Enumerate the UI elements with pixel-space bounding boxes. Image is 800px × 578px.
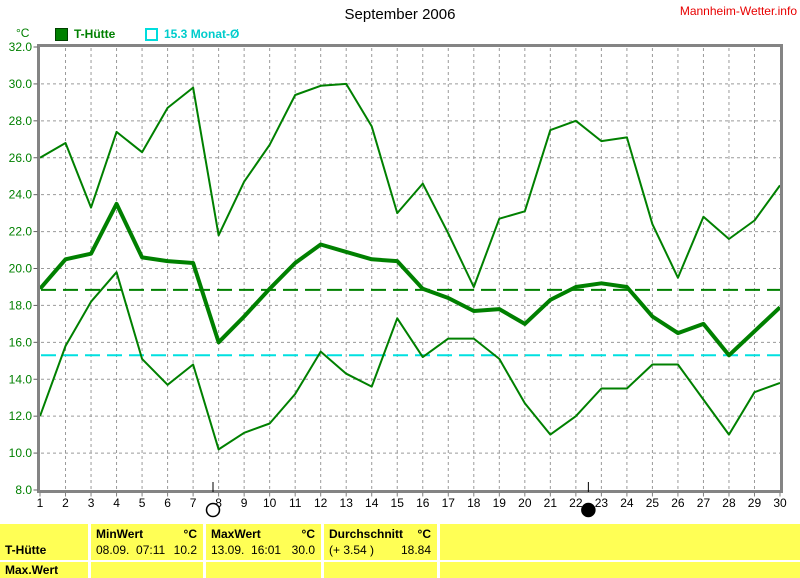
durchschnitt-unit: °C	[417, 527, 431, 541]
x-axis-label: 20	[518, 496, 532, 510]
x-axis-label: 5	[139, 496, 146, 510]
summary-table: T-Hütte MinWert °C 08.09. 07:11 10.2 Max…	[0, 524, 800, 560]
legend-swatch-outline-icon	[145, 27, 158, 41]
daily-min-line	[39, 271, 781, 451]
x-axis-label: 25	[646, 496, 660, 510]
maxwert-header: MaxWert	[211, 527, 261, 541]
x-axis-label: 2	[62, 496, 69, 510]
sensor-name: T-Hütte	[5, 543, 47, 557]
daily-mean-line	[38, 201, 782, 358]
y-axis-label: 12.0	[9, 409, 33, 423]
y-axis-label: 26.0	[9, 151, 33, 165]
legend-label: 15.3 Monat-Ø	[164, 27, 240, 41]
minwert-header: MinWert	[96, 527, 144, 541]
minwert-value: 10.2	[173, 543, 197, 557]
x-axis-label: 13	[340, 496, 354, 510]
x-axis-label: 26	[671, 496, 685, 510]
plot-border	[37, 44, 783, 493]
summary-col-maxwert: MaxWert °C 13.09. 16:01 30.0	[206, 524, 321, 560]
x-axis-label: 17	[442, 496, 456, 510]
x-axis-label: 8	[215, 496, 222, 510]
summary-col-minwert: MinWert °C 08.09. 07:11 10.2	[91, 524, 203, 560]
maxwert-value: 30.0	[291, 543, 315, 557]
y-axis-label: 32.0	[9, 40, 33, 54]
site-link[interactable]: Mannheim-Wetter.info	[679, 4, 797, 18]
y-axis-label: 14.0	[9, 372, 33, 386]
x-axis-label: 3	[88, 496, 95, 510]
clipped-row-label: Max.Wert	[5, 563, 59, 577]
x-axis-label: 16	[416, 496, 430, 510]
durchschnitt-value: 18.84	[400, 543, 431, 557]
y-axis-label: 8.0	[15, 483, 32, 497]
legend-swatch-filled-icon	[55, 27, 68, 41]
x-axis-label: 11	[289, 496, 302, 510]
y-axis-label: 20.0	[9, 262, 33, 276]
y-axis-label: 22.0	[9, 225, 33, 239]
x-axis-label: 14	[365, 496, 379, 510]
x-axis-label: 21	[544, 496, 558, 510]
new-moon-icon	[581, 502, 596, 518]
summary-col-durchschnitt: Durchschnitt °C (+ 3.54 ) 18.84	[324, 524, 437, 560]
x-axis-label: 1	[37, 496, 44, 510]
x-axis-label: 9	[241, 496, 248, 510]
summary-table-clipped-row: Max.Wert	[0, 562, 800, 578]
x-axis-label: 24	[620, 496, 634, 510]
durchschnitt-header: Durchschnitt	[329, 527, 404, 541]
legend-item-t-huette: T-Hütte	[55, 27, 115, 41]
full-moon-icon	[205, 502, 221, 518]
y-axis-unit-label: °C	[16, 26, 30, 40]
x-axis-label: 23	[595, 496, 609, 510]
x-axis-label: 12	[314, 496, 328, 510]
x-axis-label: 28	[722, 496, 736, 510]
summary-col-empty	[440, 524, 800, 560]
minwert-unit: °C	[183, 527, 197, 541]
page-title: September 2006	[344, 6, 456, 23]
x-axis-label: 10	[263, 496, 277, 510]
temperature-chart: 8.0 10.0 12.0 14.0 16.0 18.0 20.0 22.0 24.0 26.0 2…	[9, 40, 787, 518]
y-axis-label: 18.0	[9, 298, 33, 312]
x-axis-label: 15	[391, 496, 405, 510]
durchschnitt-deviation: (+ 3.54 )	[329, 543, 375, 557]
x-axis-label: 18	[467, 496, 481, 510]
legend-label: T-Hütte	[74, 27, 116, 41]
x-axis-label: 27	[697, 496, 711, 510]
x-axis-label: 30	[773, 496, 787, 510]
y-axis-label: 24.0	[9, 188, 33, 202]
y-axis-label: 30.0	[9, 77, 33, 91]
legend-item-monat-avg: 15.3 Monat-Ø	[145, 27, 239, 41]
x-axis-label: 7	[190, 496, 197, 510]
x-axis-label: 22	[569, 496, 583, 510]
x-axis-label: 29	[748, 496, 762, 510]
maxwert-datetime: 13.09. 16:01	[211, 543, 282, 557]
x-axis-label: 19	[493, 496, 507, 510]
y-axis-label: 10.0	[9, 446, 33, 460]
minwert-datetime: 08.09. 07:11	[96, 543, 166, 557]
y-axis-label: 16.0	[9, 335, 33, 349]
maxwert-unit: °C	[301, 527, 315, 541]
x-axis-label: 6	[164, 496, 171, 510]
x-axis-label: 4	[113, 496, 120, 510]
daily-max-line	[39, 82, 781, 288]
summary-col-sensor: T-Hütte	[0, 524, 88, 560]
y-axis-label: 28.0	[9, 114, 33, 128]
